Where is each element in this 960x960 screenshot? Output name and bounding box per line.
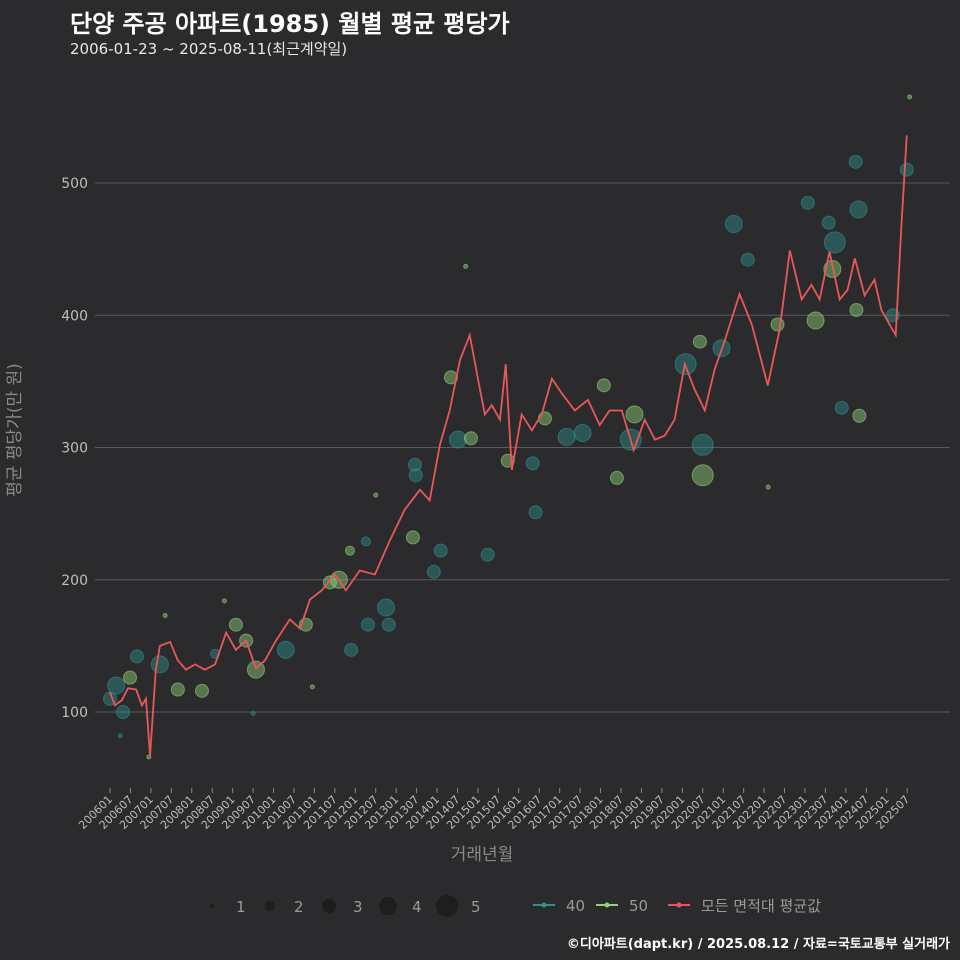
data-point-s40 xyxy=(800,195,815,210)
data-point-s50 xyxy=(691,464,714,487)
legend-size-marker xyxy=(379,897,397,915)
avg-price-line xyxy=(109,135,908,756)
data-point-s50 xyxy=(405,530,420,545)
x-axis-title: 거래년월 xyxy=(451,845,514,865)
legend-size-marker xyxy=(322,899,336,913)
legend-size-label: 4 xyxy=(412,898,422,916)
data-point-s40 xyxy=(250,710,256,716)
y-tick-label: 300 xyxy=(61,441,88,457)
data-point-s40 xyxy=(834,400,849,415)
data-point-s50 xyxy=(123,670,138,685)
data-point-s40 xyxy=(848,154,863,169)
data-point-s40 xyxy=(129,649,144,664)
data-point-s40 xyxy=(276,640,295,659)
legend-size-marker xyxy=(265,901,275,911)
data-point-s40 xyxy=(740,252,755,267)
data-point-s50 xyxy=(309,684,315,690)
y-tick-label: 500 xyxy=(61,176,88,192)
data-point-s50 xyxy=(228,617,243,632)
data-point-s50 xyxy=(170,682,185,697)
data-point-s40 xyxy=(426,564,441,579)
data-point-s50 xyxy=(162,612,168,618)
data-point-s40 xyxy=(899,162,914,177)
legend-dot-s50 xyxy=(604,902,610,908)
data-point-s40 xyxy=(360,617,375,632)
legend-series-label: 50 xyxy=(629,897,648,915)
data-point-s40 xyxy=(381,617,396,632)
y-axis-title: 평균 평당가(만 원) xyxy=(5,363,25,497)
y-tick-label: 200 xyxy=(61,573,88,589)
legend-series-label: 40 xyxy=(566,897,585,915)
legend-size-marker xyxy=(436,895,458,917)
chart-subtitle: 2006-01-23 ~ 2025-08-11(최근계약일) xyxy=(70,40,348,58)
data-point-s40 xyxy=(360,536,371,547)
footer-credit: ©디아파트(dapt.kr) / 2025.08.12 / 자료=국토교통부 실… xyxy=(566,937,950,952)
y-tick-label: 400 xyxy=(61,308,88,324)
data-point-s40 xyxy=(448,430,467,449)
data-point-s40 xyxy=(821,215,836,230)
legend-size-marker xyxy=(209,903,215,909)
legend-size-label: 5 xyxy=(471,898,481,916)
data-point-s40 xyxy=(376,598,395,617)
data-point-s40 xyxy=(849,200,868,219)
legend-size-label: 1 xyxy=(236,898,246,916)
data-point-s40 xyxy=(557,427,576,446)
data-point-s50 xyxy=(146,754,152,760)
data-point-s40 xyxy=(525,456,540,471)
data-point-s50 xyxy=(596,378,611,393)
data-point-s50 xyxy=(373,492,379,498)
data-point-s40 xyxy=(150,655,169,674)
data-point-s40 xyxy=(408,468,423,483)
legend-size-label: 3 xyxy=(353,898,363,916)
data-point-s40 xyxy=(724,214,743,233)
data-point-s50 xyxy=(806,311,825,330)
y-tick-label: 100 xyxy=(61,705,88,721)
data-point-s40 xyxy=(344,642,359,657)
data-point-s40 xyxy=(433,543,448,558)
chart-title: 단양 주공 아파트(1985) 월별 평균 평당가 xyxy=(70,10,510,38)
legend-series-label: 모든 면적대 평균값 xyxy=(701,897,821,915)
data-point-s50 xyxy=(221,598,227,604)
data-point-s50 xyxy=(344,545,355,556)
data-point-s50 xyxy=(907,94,913,100)
legend-dot-avg xyxy=(676,902,682,908)
data-point-s40 xyxy=(480,547,495,562)
legend-dot-s40 xyxy=(541,902,547,908)
data-point-s40 xyxy=(116,705,131,719)
data-point-s40 xyxy=(528,505,543,520)
data-point-s50 xyxy=(625,405,644,424)
data-point-s50 xyxy=(770,317,785,332)
data-point-s50 xyxy=(194,683,209,698)
data-point-s40 xyxy=(407,457,422,472)
data-point-s40 xyxy=(823,231,846,254)
data-point-s50 xyxy=(849,302,864,317)
data-point-s40 xyxy=(573,423,592,442)
data-point-s50 xyxy=(765,484,771,490)
data-point-s40 xyxy=(691,433,714,456)
data-point-s50 xyxy=(692,334,707,349)
data-point-s50 xyxy=(852,408,867,423)
data-point-s50 xyxy=(463,431,478,446)
legend-size-label: 2 xyxy=(294,898,304,916)
data-point-s50 xyxy=(463,263,469,269)
data-point-s40 xyxy=(117,733,123,739)
data-point-s50 xyxy=(609,470,624,485)
data-point-s40 xyxy=(107,676,126,695)
data-point-s50 xyxy=(443,370,458,385)
data-point-s50 xyxy=(537,411,552,426)
